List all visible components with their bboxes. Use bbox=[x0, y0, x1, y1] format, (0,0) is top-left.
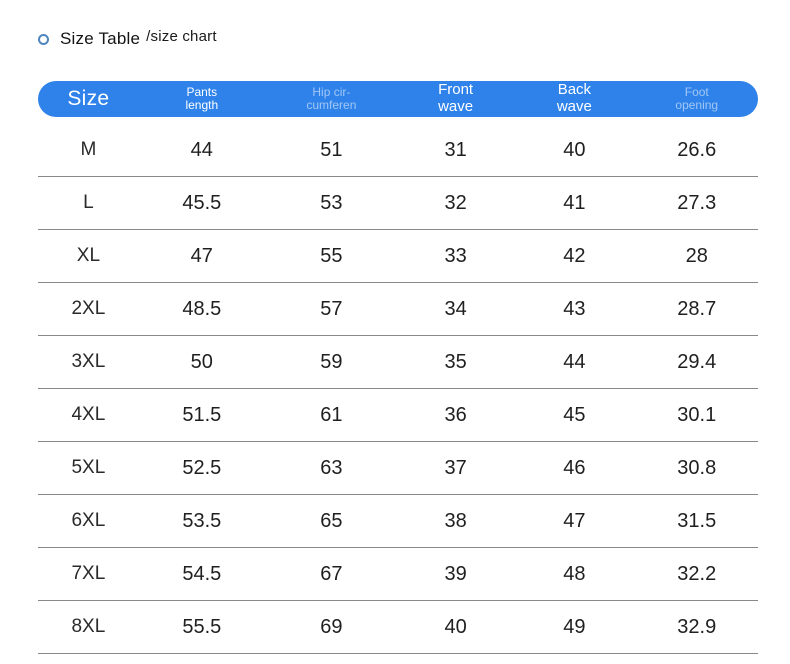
hip-circumference-cell: 63 bbox=[320, 456, 343, 479]
column-header-hip-circumference: Hip cir- cumferen bbox=[306, 84, 357, 112]
hip-circumference-cell: 69 bbox=[320, 615, 343, 638]
table-row: 5XL 52.5 63 37 46 30.8 bbox=[38, 442, 758, 495]
front-wave-cell: 37 bbox=[444, 456, 467, 479]
foot-opening-cell: 31.5 bbox=[677, 509, 717, 532]
back-wave-cell: 49 bbox=[563, 615, 586, 638]
column-header-pants-length: Pants length bbox=[185, 84, 219, 112]
pants-length-cell: 44 bbox=[190, 138, 213, 161]
size-cell: 6XL bbox=[71, 510, 106, 531]
front-wave-cell: 32 bbox=[444, 191, 467, 214]
hip-circumference-cell: 65 bbox=[320, 509, 343, 532]
table-row: 2XL 48.5 57 34 43 28.7 bbox=[38, 283, 758, 336]
column-header-back-wave: Back wave bbox=[556, 81, 592, 115]
hip-circumference-cell: 67 bbox=[320, 562, 343, 585]
foot-opening-cell: 28 bbox=[685, 244, 708, 267]
pants-length-cell: 47 bbox=[190, 244, 213, 267]
circle-bullet-icon bbox=[38, 33, 49, 45]
table-body: M 44 51 31 40 26.6 L 45.5 53 32 41 27.3 … bbox=[38, 124, 758, 654]
size-cell: 3XL bbox=[71, 351, 106, 372]
foot-opening-cell: 29.4 bbox=[677, 350, 717, 373]
back-wave-cell: 43 bbox=[563, 297, 586, 320]
table-row: 8XL 55.5 69 40 49 32.9 bbox=[38, 601, 758, 654]
size-cell: 4XL bbox=[71, 404, 106, 425]
back-wave-cell: 40 bbox=[563, 138, 586, 161]
hip-circumference-cell: 55 bbox=[320, 244, 343, 267]
front-wave-cell: 39 bbox=[444, 562, 467, 585]
foot-opening-cell: 26.6 bbox=[677, 138, 717, 161]
back-wave-cell: 48 bbox=[563, 562, 586, 585]
size-cell: XL bbox=[76, 245, 101, 266]
size-cell: 2XL bbox=[71, 298, 106, 319]
pants-length-cell: 50 bbox=[190, 350, 213, 373]
section-title: Size Table /size chart bbox=[38, 28, 758, 50]
pants-length-cell: 51.5 bbox=[182, 403, 222, 426]
foot-opening-cell: 27.3 bbox=[677, 191, 717, 214]
back-wave-cell: 45 bbox=[563, 403, 586, 426]
column-header-front-wave: Front wave bbox=[438, 81, 474, 115]
back-wave-cell: 42 bbox=[563, 244, 586, 267]
back-wave-cell: 47 bbox=[563, 509, 586, 532]
front-wave-cell: 34 bbox=[444, 297, 467, 320]
size-cell: 7XL bbox=[71, 563, 106, 584]
pants-length-cell: 55.5 bbox=[182, 615, 222, 638]
foot-opening-cell: 30.8 bbox=[677, 456, 717, 479]
pants-length-cell: 54.5 bbox=[182, 562, 222, 585]
size-cell: 8XL bbox=[71, 616, 106, 637]
hip-circumference-cell: 61 bbox=[320, 403, 343, 426]
back-wave-cell: 44 bbox=[563, 350, 586, 373]
size-cell: L bbox=[83, 192, 94, 213]
front-wave-cell: 31 bbox=[444, 138, 467, 161]
foot-opening-cell: 32.9 bbox=[677, 615, 717, 638]
page-subtitle: /size chart bbox=[146, 27, 217, 45]
page-title: Size Table bbox=[60, 29, 141, 48]
pants-length-cell: 53.5 bbox=[182, 509, 222, 532]
pants-length-cell: 52.5 bbox=[182, 456, 222, 479]
table-row: 6XL 53.5 65 38 47 31.5 bbox=[38, 495, 758, 548]
table-row: 4XL 51.5 61 36 45 30.1 bbox=[38, 389, 758, 442]
foot-opening-cell: 28.7 bbox=[677, 297, 717, 320]
column-header-foot-opening: Foot opening bbox=[675, 84, 719, 112]
table-header-row: Size Pants length Hip cir- cumferen Fron… bbox=[38, 81, 758, 117]
back-wave-cell: 41 bbox=[563, 191, 586, 214]
hip-circumference-cell: 53 bbox=[320, 191, 343, 214]
size-cell: M bbox=[80, 139, 97, 160]
front-wave-cell: 35 bbox=[444, 350, 467, 373]
table-row: M 44 51 31 40 26.6 bbox=[38, 124, 758, 177]
size-cell: 5XL bbox=[71, 457, 106, 478]
foot-opening-cell: 32.2 bbox=[677, 562, 717, 585]
table-row: XL 47 55 33 42 28 bbox=[38, 230, 758, 283]
table-row: 7XL 54.5 67 39 48 32.2 bbox=[38, 548, 758, 601]
hip-circumference-cell: 59 bbox=[320, 350, 343, 373]
front-wave-cell: 36 bbox=[444, 403, 467, 426]
foot-opening-cell: 30.1 bbox=[677, 403, 717, 426]
front-wave-cell: 38 bbox=[444, 509, 467, 532]
front-wave-cell: 33 bbox=[444, 244, 467, 267]
column-header-size: Size bbox=[67, 87, 110, 111]
pants-length-cell: 48.5 bbox=[182, 297, 222, 320]
hip-circumference-cell: 51 bbox=[320, 138, 343, 161]
front-wave-cell: 40 bbox=[444, 615, 467, 638]
hip-circumference-cell: 57 bbox=[320, 297, 343, 320]
table-row: L 45.5 53 32 41 27.3 bbox=[38, 177, 758, 230]
back-wave-cell: 46 bbox=[563, 456, 586, 479]
pants-length-cell: 45.5 bbox=[182, 191, 222, 214]
table-row: 3XL 50 59 35 44 29.4 bbox=[38, 336, 758, 389]
